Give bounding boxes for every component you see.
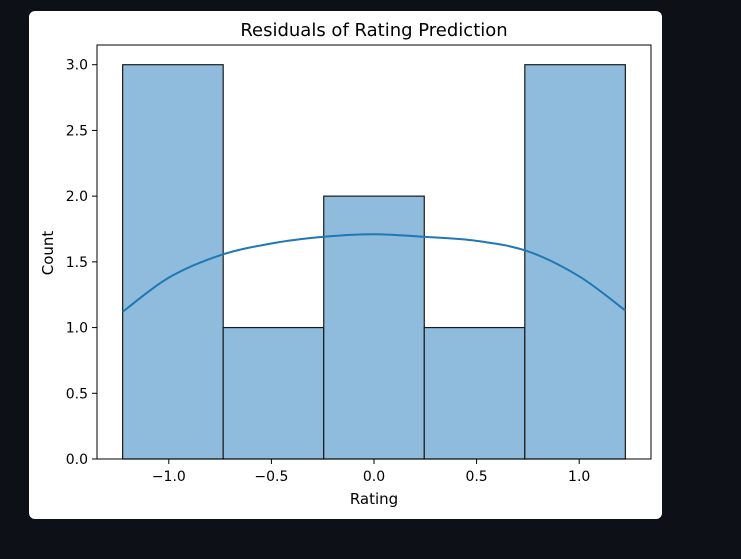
histogram-bars (122, 64, 626, 460)
histogram-bar-3 (423, 326, 526, 460)
x-tick-label: 1.0 (568, 469, 590, 485)
y-tick-label: 3.0 (66, 58, 88, 74)
x-tick-label: 0.5 (465, 469, 487, 485)
x-tick-label: −0.5 (254, 469, 288, 485)
x-axis: −1.0 −0.5 0.0 0.5 1.0 (152, 459, 590, 485)
chart-title: Residuals of Rating Prediction (240, 20, 507, 41)
kde-line (122, 233, 626, 313)
y-tick-label: 0.5 (66, 386, 88, 402)
x-tick-label: −1.0 (152, 469, 186, 485)
histogram-chart: Residuals of Rating Prediction −1.0 −0.5 0… (39, 20, 652, 508)
y-tick-label: 1.5 (66, 255, 88, 271)
x-tick-label: 0.0 (363, 469, 385, 485)
y-tick-label: 2.5 (66, 123, 88, 139)
histogram-bar-1 (222, 326, 325, 460)
histogram-bar-0 (122, 64, 224, 460)
histogram-bar-4 (524, 64, 626, 460)
y-axis-label: Count (39, 231, 57, 276)
chart-card: Residuals of Rating Prediction −1.0 −0.5 0… (29, 11, 662, 519)
y-tick-label: 1.0 (66, 321, 88, 337)
y-tick-label: 0.0 (66, 452, 88, 468)
histogram-bar-2 (323, 195, 425, 460)
y-axis: 0.0 0.5 1.0 1.5 2.0 2.5 3.0 (66, 58, 97, 468)
x-axis-label: Rating (350, 490, 398, 508)
y-tick-label: 2.0 (66, 189, 88, 205)
